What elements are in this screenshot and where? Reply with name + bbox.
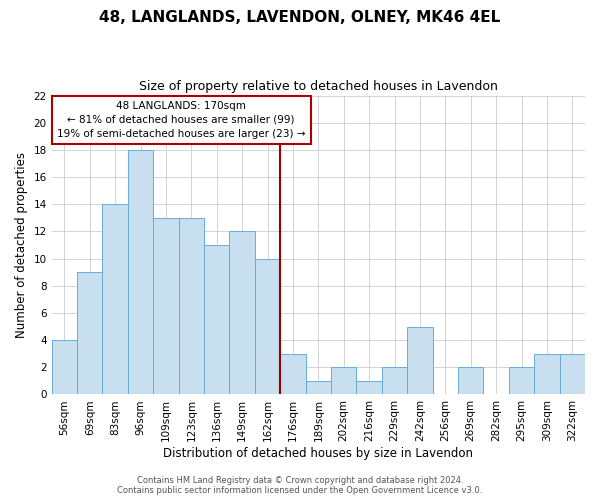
Bar: [534, 354, 560, 395]
Bar: [280, 354, 305, 395]
X-axis label: Distribution of detached houses by size in Lavendon: Distribution of detached houses by size …: [163, 447, 473, 460]
Bar: [179, 218, 204, 394]
Bar: [52, 340, 77, 394]
Bar: [560, 354, 585, 395]
Bar: [229, 232, 255, 394]
Bar: [382, 368, 407, 394]
Bar: [103, 204, 128, 394]
Bar: [305, 381, 331, 394]
Bar: [331, 368, 356, 394]
Bar: [204, 245, 229, 394]
Text: 48, LANGLANDS, LAVENDON, OLNEY, MK46 4EL: 48, LANGLANDS, LAVENDON, OLNEY, MK46 4EL: [100, 10, 500, 25]
Bar: [128, 150, 153, 394]
Bar: [153, 218, 179, 394]
Bar: [407, 326, 433, 394]
Bar: [509, 368, 534, 394]
Text: Contains HM Land Registry data © Crown copyright and database right 2024.
Contai: Contains HM Land Registry data © Crown c…: [118, 476, 482, 495]
Title: Size of property relative to detached houses in Lavendon: Size of property relative to detached ho…: [139, 80, 498, 93]
Bar: [77, 272, 103, 394]
Y-axis label: Number of detached properties: Number of detached properties: [15, 152, 28, 338]
Bar: [255, 258, 280, 394]
Text: 48 LANGLANDS: 170sqm
← 81% of detached houses are smaller (99)
19% of semi-detac: 48 LANGLANDS: 170sqm ← 81% of detached h…: [57, 101, 305, 139]
Bar: [458, 368, 484, 394]
Bar: [356, 381, 382, 394]
